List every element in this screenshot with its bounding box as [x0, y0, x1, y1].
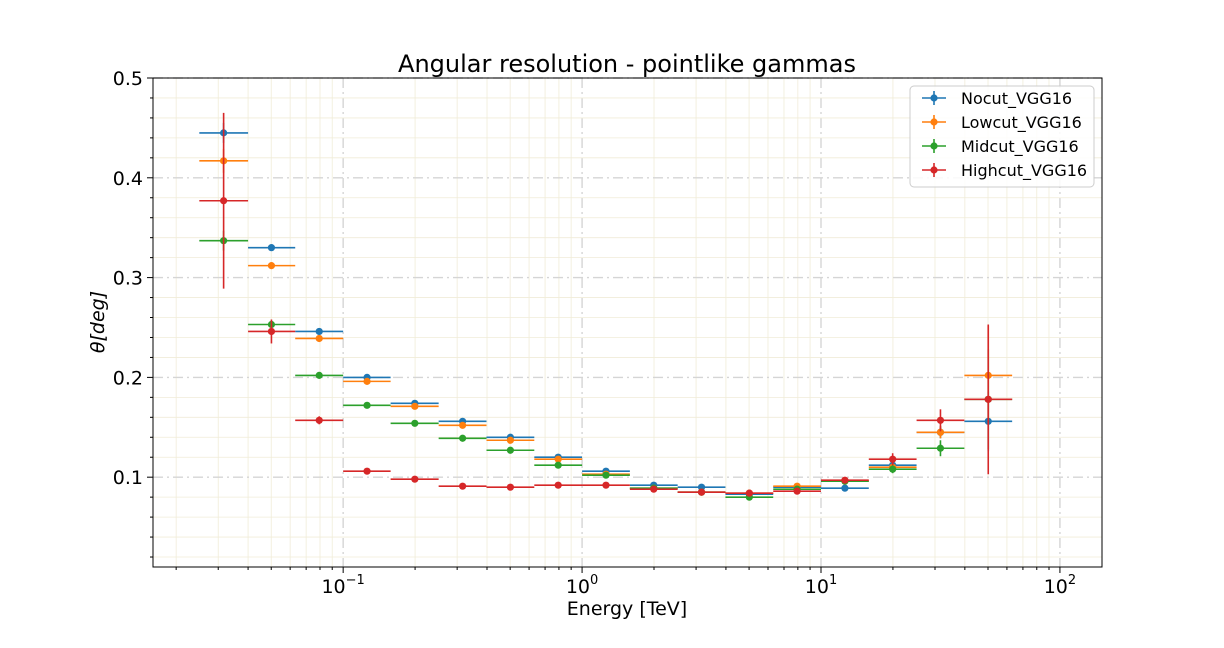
data-point [650, 485, 658, 493]
series-Lowcut_VGG16 [199, 148, 1013, 497]
legend-label: Lowcut_VGG16 [961, 113, 1082, 133]
y-tick-label: 0.3 [113, 268, 143, 290]
data-point [841, 476, 849, 484]
data-point [841, 484, 849, 492]
y-tick-label: 0.5 [113, 68, 143, 90]
data-point [411, 475, 419, 483]
series-Highcut_VGG16 [199, 112, 1013, 497]
data-point [315, 334, 323, 343]
axes: 0.1 0.2 0.3 0.4 0.5 10−1 100 101 102 [113, 68, 1076, 598]
data-point [506, 483, 515, 491]
data-point [745, 489, 753, 497]
data-point [602, 471, 610, 479]
data-point [889, 465, 897, 473]
legend-label: Midcut_VGG16 [961, 137, 1079, 157]
legend: Nocut_VGG16 Lowcut_VGG16 Midcut_VGG16 Highc… [909, 85, 1095, 188]
data-point [459, 421, 467, 429]
x-axis-label: Energy [TeV] [567, 598, 687, 620]
data-point [984, 395, 992, 403]
data-point [936, 444, 945, 452]
x-tick-label: 10−1 [321, 573, 364, 598]
data-point [267, 262, 276, 270]
y-tick-label: 0.1 [113, 467, 143, 489]
data-point [697, 488, 706, 496]
y-tick-label: 0.4 [113, 168, 143, 190]
data-point [506, 446, 515, 454]
data-point [459, 434, 467, 442]
data-point [315, 371, 323, 379]
data-point [220, 197, 228, 205]
data-point [793, 487, 801, 495]
x-tick-label: 102 [1044, 573, 1076, 598]
legend-marker-dot [930, 118, 938, 126]
data-point [554, 481, 562, 489]
legend-label: Highcut_VGG16 [961, 161, 1087, 181]
data-point [459, 482, 467, 490]
data-point [267, 327, 276, 336]
grid [153, 77, 1102, 567]
data-point [889, 455, 897, 463]
data-point [363, 401, 371, 409]
plot-frame [152, 77, 1103, 568]
data-point [602, 481, 610, 489]
data-point [363, 377, 371, 385]
legend-label: Nocut_VGG16 [961, 89, 1072, 109]
series-Nocut_VGG16 [199, 122, 1013, 498]
data-point [411, 419, 419, 427]
data-point [936, 416, 945, 424]
data-point [554, 455, 562, 463]
legend-marker-dot [930, 94, 938, 102]
legend-marker-dot [930, 166, 938, 174]
legend-marker-dot [930, 142, 938, 150]
data-point [315, 416, 323, 424]
data-point [936, 428, 945, 436]
data-point [267, 244, 276, 252]
y-tick-label: 0.2 [113, 367, 143, 389]
data-point [554, 461, 562, 469]
legend-frame [909, 85, 1095, 188]
data-point [697, 483, 706, 491]
data-point [411, 402, 419, 410]
y-axis-label: θ[deg] [87, 291, 109, 353]
plot-area [199, 112, 1013, 501]
x-tick-label: 101 [805, 573, 837, 598]
x-tick-label: 100 [566, 573, 598, 598]
data-point [363, 467, 371, 475]
data-point [506, 436, 515, 444]
data-point [315, 327, 323, 336]
chart-title: Angular resolution - pointlike gammas [398, 50, 856, 78]
